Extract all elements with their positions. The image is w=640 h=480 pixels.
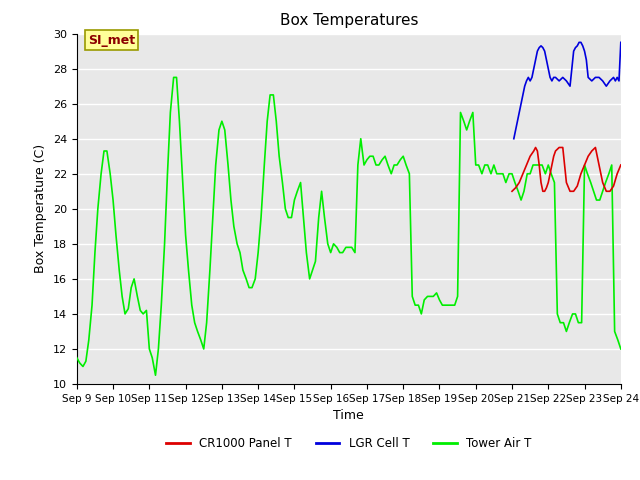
Title: Box Temperatures: Box Temperatures (280, 13, 418, 28)
X-axis label: Time: Time (333, 409, 364, 422)
Legend: CR1000 Panel T, LGR Cell T, Tower Air T: CR1000 Panel T, LGR Cell T, Tower Air T (161, 433, 536, 455)
Text: SI_met: SI_met (88, 34, 135, 47)
Y-axis label: Box Temperature (C): Box Temperature (C) (35, 144, 47, 274)
